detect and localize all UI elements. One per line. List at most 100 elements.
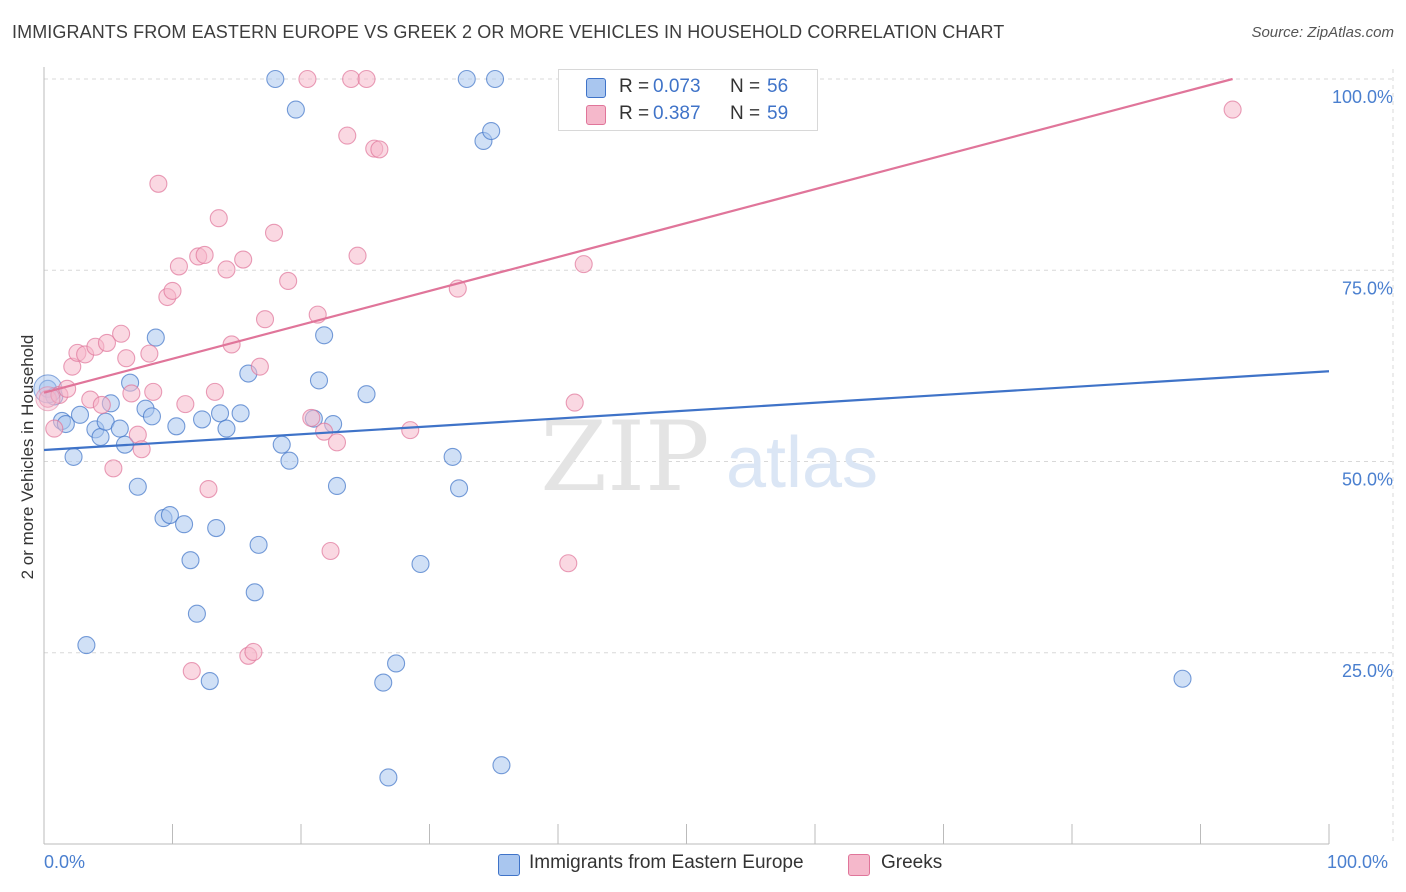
legend-n-label: N = — [730, 103, 761, 124]
data-point-eastern-europe — [357, 385, 376, 404]
legend-series1-label: Immigrants from Eastern Europe — [529, 852, 804, 873]
legend-r-value: 0.387 — [653, 103, 701, 124]
data-point-greeks — [255, 310, 275, 329]
correlation-legend: R = 0.073 N = 56 R = 0.387 N = 59 — [558, 69, 818, 131]
data-point-eastern-europe — [266, 69, 285, 89]
legend-swatch-blue — [586, 78, 606, 98]
data-point-greeks — [298, 69, 317, 89]
data-point-greeks — [279, 271, 298, 291]
data-point-greeks — [217, 260, 236, 279]
trend-lines — [43, 77, 1330, 452]
y-tick-label: 100.0% — [1332, 87, 1393, 107]
data-point-greeks — [169, 257, 188, 276]
x-tick-max: 100.0% — [1327, 852, 1389, 872]
series-eastern-europe-points — [33, 69, 1192, 787]
data-point-eastern-europe — [492, 756, 511, 775]
data-point-greeks — [370, 140, 389, 159]
data-point-greeks — [205, 382, 224, 401]
data-point-eastern-europe — [187, 604, 206, 623]
data-point-eastern-europe — [482, 121, 501, 141]
data-point-greeks — [104, 459, 123, 478]
trendline-greeks — [43, 77, 1233, 394]
legend-swatch-pink — [586, 105, 606, 125]
data-point-greeks — [357, 69, 376, 89]
data-point-greeks — [348, 246, 367, 265]
data-point-greeks — [574, 255, 593, 274]
data-point-eastern-europe — [160, 505, 179, 525]
legend-n-value: 59 — [767, 103, 789, 124]
data-point-eastern-europe — [450, 479, 469, 498]
data-point-greeks — [163, 281, 182, 300]
data-point-eastern-europe — [379, 768, 398, 787]
data-point-eastern-europe — [207, 519, 226, 538]
data-point-eastern-europe — [175, 515, 194, 534]
axes — [43, 67, 1330, 845]
data-point-eastern-europe — [181, 551, 200, 570]
chart-title: IMMIGRANTS FROM EASTERN EUROPE VS GREEK … — [12, 22, 1005, 42]
data-point-greeks — [112, 324, 131, 343]
data-point-greeks — [1223, 100, 1242, 119]
data-point-greeks — [342, 69, 361, 89]
data-point-eastern-europe — [280, 451, 299, 470]
data-point-eastern-europe — [327, 476, 347, 496]
data-point-greeks — [97, 333, 117, 352]
data-point-eastern-europe — [70, 405, 90, 424]
legend-swatch-blue — [498, 854, 520, 876]
legend-r-value: 0.073 — [653, 76, 701, 97]
data-point-greeks — [199, 479, 218, 499]
data-point-eastern-europe — [387, 654, 406, 673]
trendline-eastern-europe — [43, 370, 1330, 452]
data-point-greeks — [234, 250, 253, 269]
legend-r-label: R = — [619, 76, 650, 97]
data-point-greeks — [182, 662, 201, 681]
data-point-eastern-europe — [457, 69, 476, 89]
data-point-greeks — [250, 357, 269, 376]
data-point-eastern-europe — [167, 417, 186, 436]
watermark-atlas: atlas — [726, 423, 878, 503]
data-point-greeks — [565, 393, 584, 412]
x-tick-min: 0.0% — [44, 852, 86, 872]
data-point-greeks — [302, 408, 321, 427]
data-point-eastern-europe — [1173, 669, 1192, 688]
data-point-eastern-europe — [485, 69, 505, 89]
data-point-eastern-europe — [374, 673, 393, 692]
data-point-greeks — [401, 421, 420, 440]
data-point-eastern-europe — [146, 328, 165, 347]
series-greeks-points — [35, 69, 1242, 681]
watermark-zip: ZIP — [540, 401, 709, 513]
series-legend: Immigrants from Eastern Europe Greeks — [0, 852, 1406, 878]
y-tick-label: 50.0% — [1342, 470, 1393, 490]
data-point-eastern-europe — [200, 672, 219, 691]
y-tick-label: 25.0% — [1342, 661, 1393, 681]
legend-n-label: N = — [730, 76, 761, 97]
data-point-eastern-europe — [272, 435, 291, 454]
source-label: Source: ZipAtlas.com — [1251, 24, 1394, 41]
data-point-eastern-europe — [286, 100, 305, 119]
data-point-greeks — [321, 541, 340, 561]
data-point-greeks — [117, 349, 136, 368]
data-point-eastern-europe — [411, 554, 430, 574]
data-point-greeks — [176, 395, 195, 414]
data-point-greeks — [209, 209, 228, 228]
data-point-greeks — [140, 344, 159, 363]
data-point-eastern-europe — [249, 535, 268, 554]
data-point-eastern-europe — [91, 427, 110, 447]
data-point-greeks — [338, 126, 357, 145]
grid-lines — [44, 69, 1394, 844]
data-point-eastern-europe — [443, 447, 462, 466]
y-tick-label: 75.0% — [1342, 278, 1393, 298]
data-point-greeks — [149, 174, 168, 193]
data-point-eastern-europe — [193, 410, 212, 429]
data-point-eastern-europe — [142, 407, 161, 426]
data-point-eastern-europe — [64, 447, 83, 466]
data-point-eastern-europe — [77, 636, 96, 655]
data-point-eastern-europe — [128, 477, 147, 496]
data-point-eastern-europe — [245, 583, 264, 602]
data-point-greeks — [244, 642, 263, 662]
data-point-eastern-europe — [231, 404, 250, 423]
data-point-greeks — [45, 419, 64, 438]
legend-n-value: 56 — [767, 76, 789, 97]
data-point-greeks-large — [35, 386, 61, 412]
y-tick-labels: 25.0% 50.0% 75.0% 100.0% — [1332, 87, 1393, 681]
